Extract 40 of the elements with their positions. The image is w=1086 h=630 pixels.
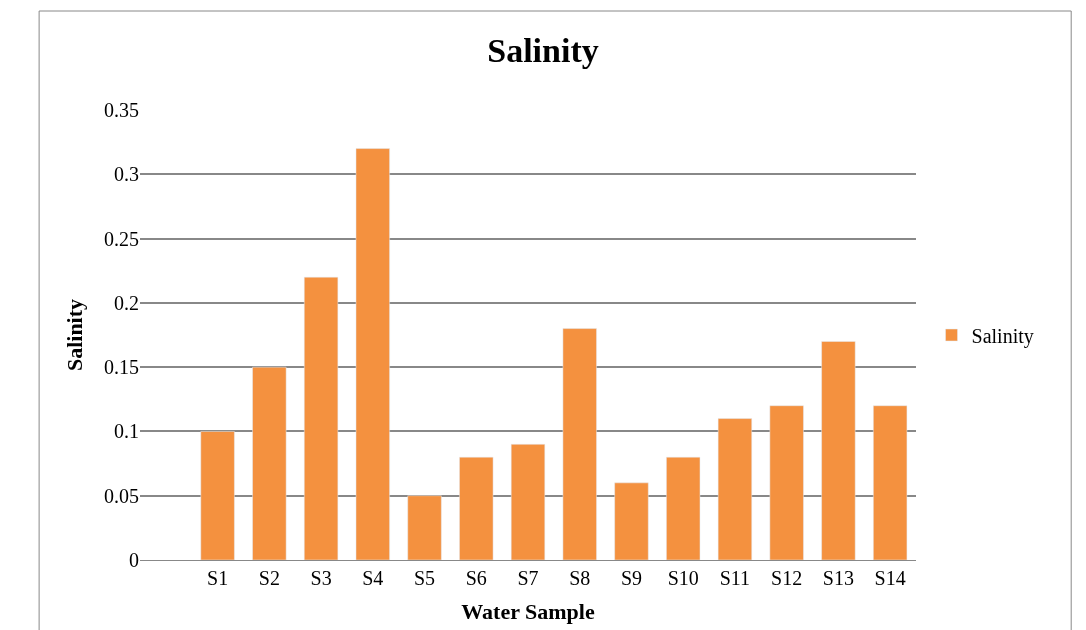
y-tick-label: 0.1 <box>114 420 139 443</box>
y-tick-label: 0.15 <box>104 356 139 379</box>
y-tick-label: 0 <box>129 549 139 571</box>
legend-label: Salinity <box>971 324 1034 348</box>
bar <box>821 341 856 560</box>
x-tick-label: S7 <box>517 567 539 589</box>
x-tick-label: S4 <box>362 567 384 589</box>
x-tick-label: S2 <box>258 567 280 589</box>
bar <box>614 482 649 560</box>
x-tick-label: S12 <box>771 567 803 589</box>
y-tick-label: 0.05 <box>104 484 139 507</box>
bar <box>562 328 597 560</box>
bar <box>355 148 390 560</box>
x-tick-label: S9 <box>620 567 643 589</box>
bar <box>252 366 287 560</box>
chart-title: Salinity <box>487 31 599 69</box>
y-tick-label: 0.25 <box>104 227 139 250</box>
y-tick-label: 0.3 <box>114 163 139 186</box>
bar <box>200 431 235 560</box>
bar <box>717 418 752 560</box>
bar <box>769 405 804 560</box>
x-tick-label: S5 <box>413 567 436 589</box>
bar <box>407 495 442 560</box>
x-tick-label: S11 <box>719 567 751 589</box>
x-tick-label: S1 <box>207 567 229 589</box>
bar <box>459 456 494 560</box>
bar <box>510 444 546 560</box>
bar <box>873 405 908 560</box>
x-tick-label: S13 <box>822 567 854 589</box>
y-tick-label: 0.35 <box>104 99 139 121</box>
bar <box>666 456 701 560</box>
x-axis-title: Water Sample <box>461 598 595 624</box>
x-tick-label: S10 <box>667 567 699 589</box>
y-tick-label: 0.2 <box>114 291 139 314</box>
x-tick-label: S8 <box>569 567 591 589</box>
bar <box>304 276 339 560</box>
y-axis-title: Salinity <box>61 298 87 372</box>
x-tick-label: S6 <box>465 567 487 589</box>
x-tick-label: S14 <box>874 567 906 589</box>
x-tick-label: S3 <box>310 567 332 589</box>
